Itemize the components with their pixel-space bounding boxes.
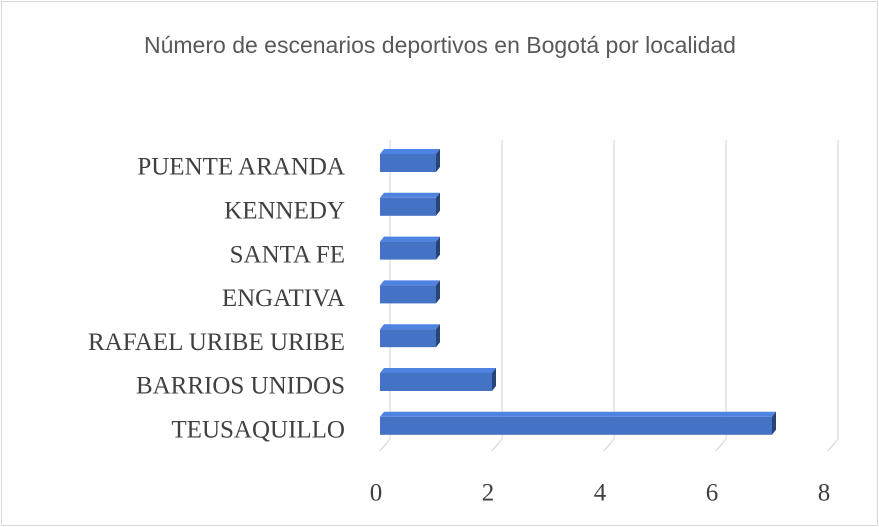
- y-tick-label: KENNEDY: [224, 198, 345, 225]
- bar: [380, 241, 436, 260]
- bar-top: [380, 368, 496, 373]
- bar-top: [380, 149, 440, 154]
- x-tick-label: 0: [370, 480, 383, 507]
- bar-side: [436, 149, 440, 172]
- bar-side: [436, 280, 440, 304]
- bar-side: [772, 411, 776, 435]
- bar: [380, 329, 436, 348]
- bar-top: [380, 192, 440, 198]
- bar: [380, 416, 772, 435]
- bar-side: [492, 368, 496, 391]
- x-tick-label: 2: [482, 480, 495, 507]
- bar-side: [436, 324, 440, 348]
- grid-line: [715, 140, 727, 452]
- grid-line: [491, 140, 503, 452]
- bar-side: [436, 236, 440, 260]
- y-tick-label: TEUSAQUILLO: [171, 417, 345, 444]
- bar-top: [380, 236, 440, 242]
- grid-line: [827, 140, 839, 452]
- bar-top: [380, 411, 776, 417]
- chart-title: Número de escenarios deportivos en Bogot…: [144, 32, 736, 58]
- bar-side: [436, 192, 440, 216]
- x-tick-label: 6: [706, 480, 719, 507]
- bar: [380, 285, 436, 304]
- bar: [380, 154, 436, 172]
- y-tick-label: PUENTE ARANDA: [137, 154, 345, 181]
- bar: [380, 197, 436, 216]
- bar-top: [380, 280, 440, 286]
- y-tick-label: ENGATIVA: [222, 285, 345, 312]
- y-tick-label: BARRIOS UNIDOS: [136, 373, 345, 400]
- y-tick-label: RAFAEL URIBE URIBE: [88, 329, 345, 356]
- grid-line: [603, 140, 615, 452]
- bar: [380, 373, 492, 391]
- x-tick-label: 8: [818, 480, 831, 507]
- bar-top: [380, 324, 440, 330]
- y-tick-label: SANTA FE: [230, 241, 345, 268]
- x-tick-label: 4: [594, 480, 607, 507]
